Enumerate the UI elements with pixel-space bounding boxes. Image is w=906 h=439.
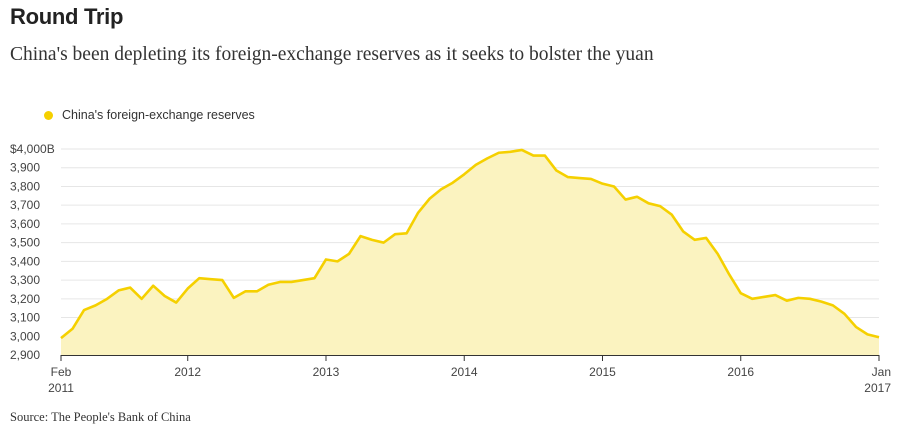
y-tick-label: 3,300 — [10, 273, 40, 287]
series-line — [60, 148, 880, 340]
y-tick-label: 3,000 — [10, 329, 40, 343]
x-tick-label: 2016 — [727, 365, 754, 379]
y-tick-label: 2,900 — [10, 348, 40, 362]
x-tick-label-year: 2017 — [864, 381, 891, 395]
chart-subtitle: China's been depleting its foreign-excha… — [10, 44, 654, 65]
source-note: Source: The People's Bank of China — [10, 410, 191, 424]
y-tick-label: 3,500 — [10, 236, 40, 250]
x-tick-label: 2013 — [313, 365, 340, 379]
y-tick-label: 3,900 — [10, 161, 40, 175]
x-tick-label: Feb — [51, 365, 72, 379]
y-tick-label: 3,400 — [10, 254, 40, 268]
series-area — [61, 149, 879, 355]
y-tick-label: 3,100 — [10, 311, 40, 325]
legend-swatch — [44, 110, 53, 120]
x-tick-label: Jan — [872, 365, 891, 379]
y-tick-label: $4,000B — [10, 142, 55, 156]
x-tick-label: 2012 — [174, 365, 201, 379]
x-tick-label-year: 2011 — [48, 381, 74, 395]
y-tick-label: 3,700 — [10, 198, 40, 212]
x-tick-label: 2014 — [451, 365, 478, 379]
legend-label: China's foreign-exchange reserves — [62, 108, 255, 122]
y-tick-label: 3,800 — [10, 179, 40, 193]
y-tick-label: 3,600 — [10, 217, 40, 231]
legend: China's foreign-exchange reserves — [44, 108, 255, 122]
chart-title: Round Trip — [10, 4, 124, 29]
y-tick-label: 3,200 — [10, 292, 40, 306]
x-tick-label: 2015 — [589, 365, 616, 379]
